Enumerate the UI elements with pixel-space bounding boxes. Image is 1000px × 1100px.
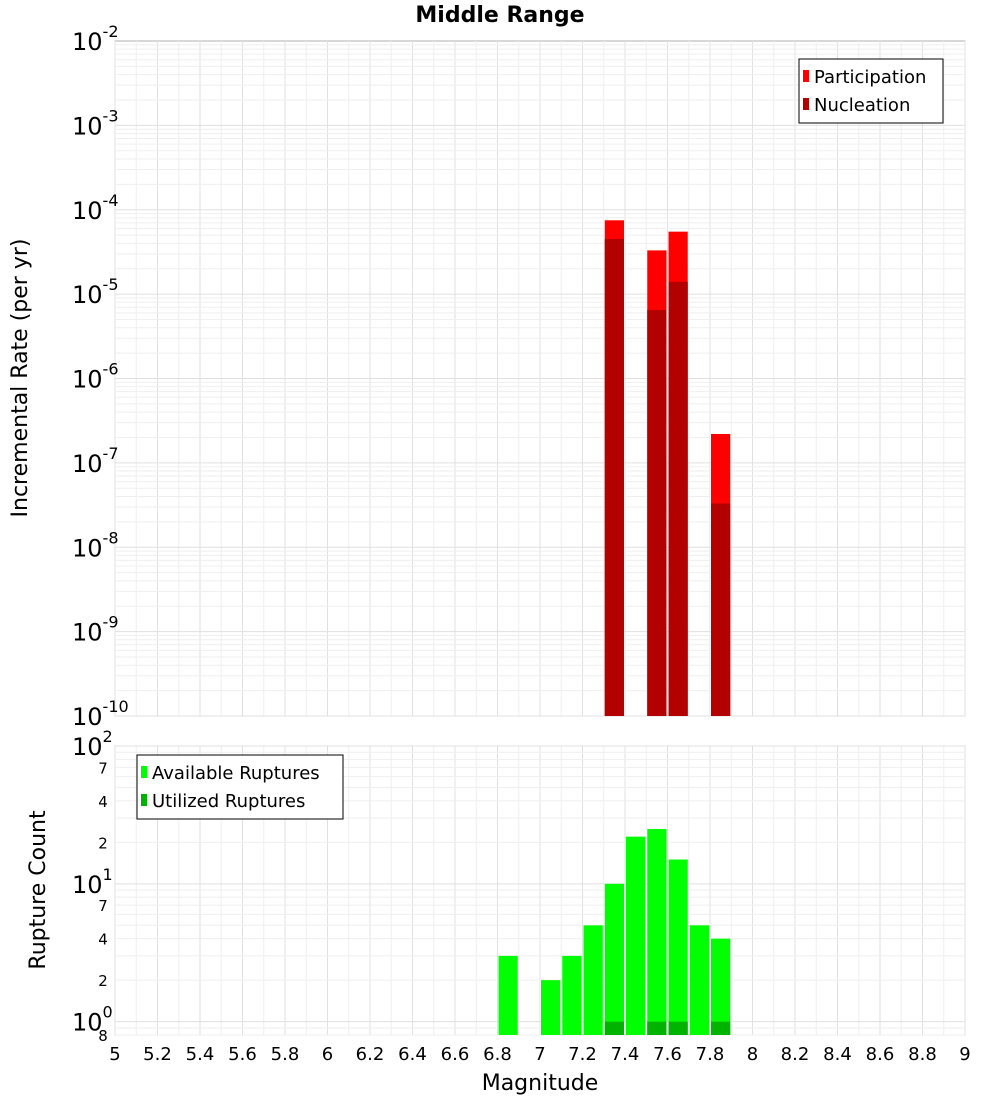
bar (541, 980, 561, 1035)
legend-label: Participation (814, 67, 926, 88)
y-tick-label: 10-7 (72, 444, 119, 478)
bar (626, 836, 646, 1035)
bar (562, 955, 582, 1035)
bar (604, 883, 624, 1035)
x-tick-label: 7.2 (568, 1044, 597, 1065)
x-tick-label: 8 (747, 1044, 758, 1065)
legend-label: Available Ruptures (152, 763, 320, 784)
x-tick-label: 6.2 (356, 1044, 385, 1065)
y-tick-label: 10-9 (72, 613, 119, 647)
y-tick-label: 10-6 (72, 360, 119, 394)
x-tick-labels: 5 5.2 5.4 5.6 5.8 6 6.2 6.4 6.6 6.8 7 7.2 7.4 7.6 7.8 8… (109, 1044, 970, 1065)
y-minor-tick-label: 4 (98, 793, 108, 811)
legend-swatch (141, 766, 147, 778)
bottom-y-tick-labels: 102 101 100 7 4 2 7 4 2 8 (72, 727, 113, 1045)
x-tick-label: 6 (322, 1044, 333, 1065)
bar (711, 503, 731, 716)
x-tick-label: 8.8 (908, 1044, 937, 1065)
bar (668, 281, 688, 716)
bar (689, 925, 709, 1035)
y-tick-label: 10-8 (72, 528, 119, 562)
y-tick-label: 100 (72, 1003, 113, 1037)
y-tick-label: 102 (72, 727, 113, 761)
x-tick-label: 6.6 (441, 1044, 470, 1065)
x-tick-label: 8.4 (823, 1044, 852, 1065)
legend-label: Nucleation (814, 95, 910, 116)
bar (604, 1021, 624, 1035)
bar (647, 828, 667, 1035)
bar (711, 1021, 731, 1035)
bar (647, 1021, 667, 1035)
x-tick-label: 8.6 (866, 1044, 895, 1065)
x-axis-label: Magnitude (482, 1071, 599, 1096)
x-tick-label: 5 (109, 1044, 120, 1065)
bar (498, 955, 518, 1035)
x-tick-label: 5.8 (271, 1044, 300, 1065)
y-minor-tick-label: 8 (98, 1027, 108, 1045)
y-minor-tick-label: 2 (98, 972, 108, 990)
bar (604, 239, 624, 716)
legend-swatch (141, 794, 147, 806)
bar (647, 309, 667, 716)
y-tick-label: 10-2 (72, 22, 119, 56)
top-legend: Participation Nucleation (798, 58, 944, 124)
bar (711, 938, 731, 1035)
bottom-grid (114, 745, 966, 1036)
x-tick-label: 7.4 (611, 1044, 640, 1065)
y-tick-label: 101 (72, 865, 113, 899)
x-tick-label: 6.4 (398, 1044, 427, 1065)
bar (668, 1021, 688, 1035)
y-tick-label: 10-3 (72, 106, 119, 140)
top-bars (604, 220, 731, 717)
x-tick-label: 5.2 (143, 1044, 172, 1065)
bottom-y-axis-label: Rupture Count (26, 810, 51, 970)
y-tick-label: 10-10 (72, 697, 129, 731)
top-grid (114, 41, 966, 717)
y-minor-tick-label: 7 (98, 759, 108, 777)
x-tick-label: 9 (959, 1044, 970, 1065)
top-y-tick-labels: 10-2 10-3 10-4 10-5 10-6 10-7 10-8 10-9 10-10 (72, 22, 129, 731)
y-minor-tick-label: 7 (98, 897, 108, 915)
legend-swatch (803, 98, 809, 110)
top-y-axis-label: Incremental Rate (per yr) (8, 239, 33, 518)
chart-title: Middle Range (415, 3, 584, 28)
x-tick-label: 8.2 (781, 1044, 810, 1065)
bottom-legend: Available Ruptures Utilized Ruptures (136, 754, 344, 820)
bar (668, 859, 688, 1035)
x-tick-label: 7 (534, 1044, 545, 1065)
legend-swatch (803, 70, 809, 82)
y-minor-tick-label: 4 (98, 931, 108, 949)
x-tick-label: 5.6 (228, 1044, 257, 1065)
x-tick-label: 7.6 (653, 1044, 682, 1065)
legend-box (798, 58, 944, 124)
x-tick-label: 7.8 (696, 1044, 725, 1065)
x-tick-label: 6.8 (483, 1044, 512, 1065)
y-tick-label: 10-5 (72, 275, 119, 309)
bottom-bars (498, 828, 731, 1035)
x-tick-label: 5.4 (186, 1044, 215, 1065)
legend-box (136, 754, 344, 820)
bar (583, 925, 603, 1035)
legend-label: Utilized Ruptures (152, 791, 305, 812)
y-minor-tick-label: 2 (98, 834, 108, 852)
y-tick-label: 10-4 (72, 191, 119, 225)
